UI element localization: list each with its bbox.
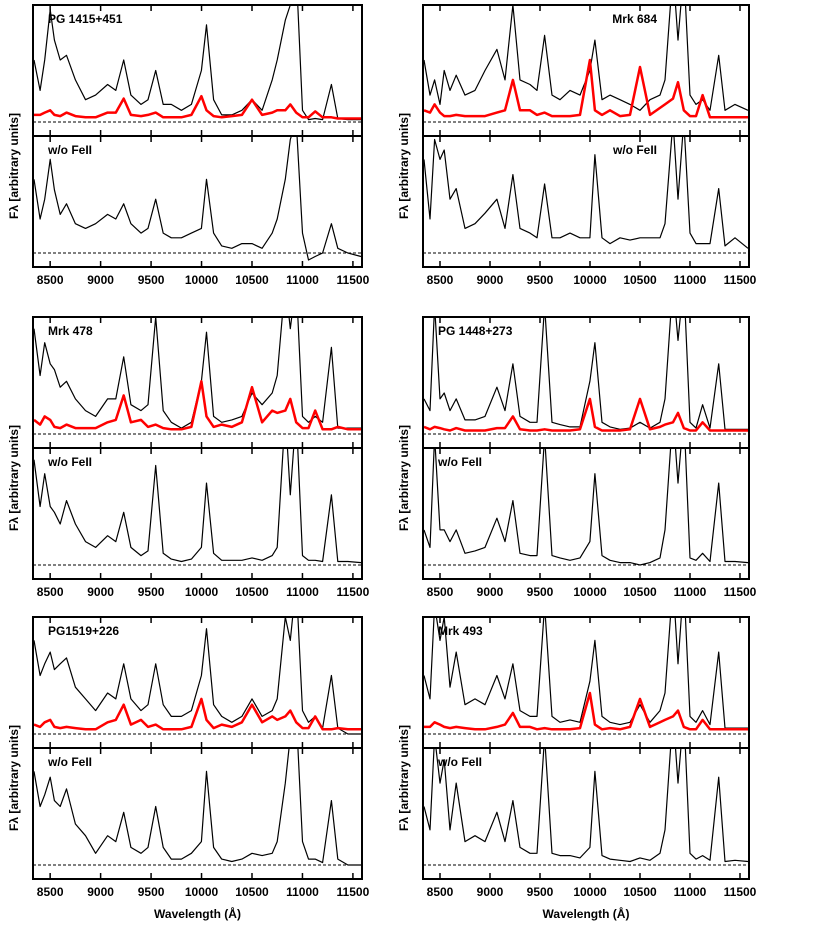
panel bbox=[33, 448, 362, 566]
x-tick-label: 9000 bbox=[477, 885, 504, 899]
x-axis-label: Wavelength (Å) bbox=[154, 906, 241, 921]
panel-annotation: Mrk 684 bbox=[612, 12, 657, 26]
x-tick-label: 9000 bbox=[477, 273, 504, 287]
x-tick-label: 10500 bbox=[623, 885, 657, 899]
spectrum-line bbox=[33, 448, 362, 564]
panel-annotation: w/o FeII bbox=[47, 455, 92, 469]
panel-annotation: w/o FeII bbox=[437, 455, 482, 469]
x-tick-label: 10000 bbox=[573, 885, 607, 899]
x-tick-label: 11000 bbox=[674, 885, 707, 899]
spectrum-line bbox=[423, 617, 748, 729]
spectrum-line bbox=[424, 691, 748, 731]
x-tick-label: 9500 bbox=[138, 585, 165, 599]
panel-annotation: w/o FeII bbox=[47, 143, 92, 157]
x-tick-label: 8500 bbox=[427, 273, 454, 287]
x-tick-label: 8500 bbox=[427, 585, 454, 599]
spectrum-line bbox=[423, 136, 749, 249]
panel-frame bbox=[32, 135, 363, 268]
x-tick-label: 11500 bbox=[337, 585, 370, 599]
spectrum-line bbox=[423, 748, 749, 863]
x-tick-label: 9000 bbox=[87, 885, 114, 899]
x-tick-label: 10000 bbox=[573, 273, 607, 287]
x-tick-label: 10000 bbox=[573, 585, 607, 599]
x-tick-label: 11500 bbox=[724, 885, 757, 899]
spectrum-line bbox=[33, 380, 361, 431]
x-tick-label: 9500 bbox=[527, 585, 554, 599]
y-axis-label: Fλ [arbitrary units] bbox=[7, 725, 21, 831]
panel-frame bbox=[422, 135, 750, 268]
x-tick-label: 11500 bbox=[337, 885, 370, 899]
y-axis-label: Fλ [arbitrary units] bbox=[7, 113, 21, 219]
spectrum-line bbox=[33, 5, 361, 121]
x-tick-label: 11000 bbox=[674, 585, 707, 599]
panel-frame bbox=[422, 447, 750, 580]
panel-annotation: Mrk 478 bbox=[48, 324, 93, 338]
spectrum-line bbox=[33, 317, 361, 429]
x-tick-label: 9000 bbox=[477, 585, 504, 599]
spectrum-line bbox=[33, 136, 362, 261]
panel bbox=[423, 617, 749, 735]
panel-annotation: w/o FeII bbox=[612, 143, 657, 157]
x-tick-label: 11000 bbox=[286, 585, 319, 599]
x-tick-label: 11500 bbox=[724, 273, 757, 287]
panel bbox=[423, 136, 749, 254]
x-tick-label: 10000 bbox=[185, 885, 219, 899]
y-axis-label: Fλ [arbitrary units] bbox=[397, 725, 411, 831]
panel-frame bbox=[32, 747, 363, 880]
panel bbox=[33, 136, 362, 261]
panel-annotation: PG 1415+451 bbox=[48, 12, 123, 26]
x-tick-label: 10000 bbox=[185, 585, 219, 599]
x-tick-label: 11500 bbox=[337, 273, 370, 287]
spectrum-line bbox=[423, 317, 748, 430]
panel-frame bbox=[422, 747, 750, 880]
x-tick-label: 9500 bbox=[527, 885, 554, 899]
x-tick-label: 9000 bbox=[87, 273, 114, 287]
spectrum-line bbox=[33, 697, 361, 731]
x-tick-label: 11000 bbox=[286, 885, 319, 899]
x-tick-label: 9500 bbox=[138, 273, 165, 287]
spectrum-line bbox=[423, 397, 748, 432]
panel bbox=[423, 317, 749, 435]
x-tick-label: 10500 bbox=[623, 585, 657, 599]
x-tick-label: 8500 bbox=[427, 885, 454, 899]
y-axis-label: Fλ [arbitrary units] bbox=[7, 425, 21, 531]
panel bbox=[423, 5, 749, 123]
panel-annotation: PG 1448+273 bbox=[438, 324, 513, 338]
x-tick-label: 10000 bbox=[185, 273, 219, 287]
x-tick-label: 9500 bbox=[527, 273, 554, 287]
panel-annotation: w/o FeII bbox=[47, 755, 92, 769]
x-tick-label: 8500 bbox=[37, 885, 64, 899]
panel bbox=[423, 448, 749, 566]
x-tick-label: 10500 bbox=[235, 585, 269, 599]
x-tick-label: 9000 bbox=[87, 585, 114, 599]
x-tick-label: 8500 bbox=[37, 273, 64, 287]
spectrum-line bbox=[423, 5, 749, 111]
spectrum-line bbox=[34, 94, 361, 120]
x-tick-label: 11500 bbox=[724, 585, 757, 599]
x-tick-label: 10500 bbox=[623, 273, 657, 287]
spectrum-line bbox=[423, 58, 748, 119]
panel-annotation: Mrk 493 bbox=[438, 624, 483, 638]
x-axis-label: Wavelength (Å) bbox=[543, 906, 630, 921]
panel bbox=[423, 748, 749, 866]
panel bbox=[33, 617, 362, 735]
x-tick-label: 10500 bbox=[235, 273, 269, 287]
spectrum-line bbox=[33, 748, 361, 866]
panel-annotation: w/o FeII bbox=[437, 755, 482, 769]
x-tick-label: 10500 bbox=[235, 885, 269, 899]
panel-annotation: PG1519+226 bbox=[48, 624, 119, 638]
panel-frame bbox=[32, 447, 363, 580]
x-tick-label: 8500 bbox=[37, 585, 64, 599]
x-tick-label: 9500 bbox=[138, 885, 165, 899]
y-axis-label: Fλ [arbitrary units] bbox=[397, 425, 411, 531]
spectrum-line bbox=[423, 448, 749, 566]
panel bbox=[33, 748, 362, 866]
x-tick-label: 11000 bbox=[674, 273, 707, 287]
x-tick-label: 11000 bbox=[286, 273, 319, 287]
spectrum-line bbox=[33, 617, 361, 735]
y-axis-label: Fλ [arbitrary units] bbox=[397, 113, 411, 219]
panel bbox=[33, 5, 362, 123]
panel bbox=[33, 317, 362, 435]
